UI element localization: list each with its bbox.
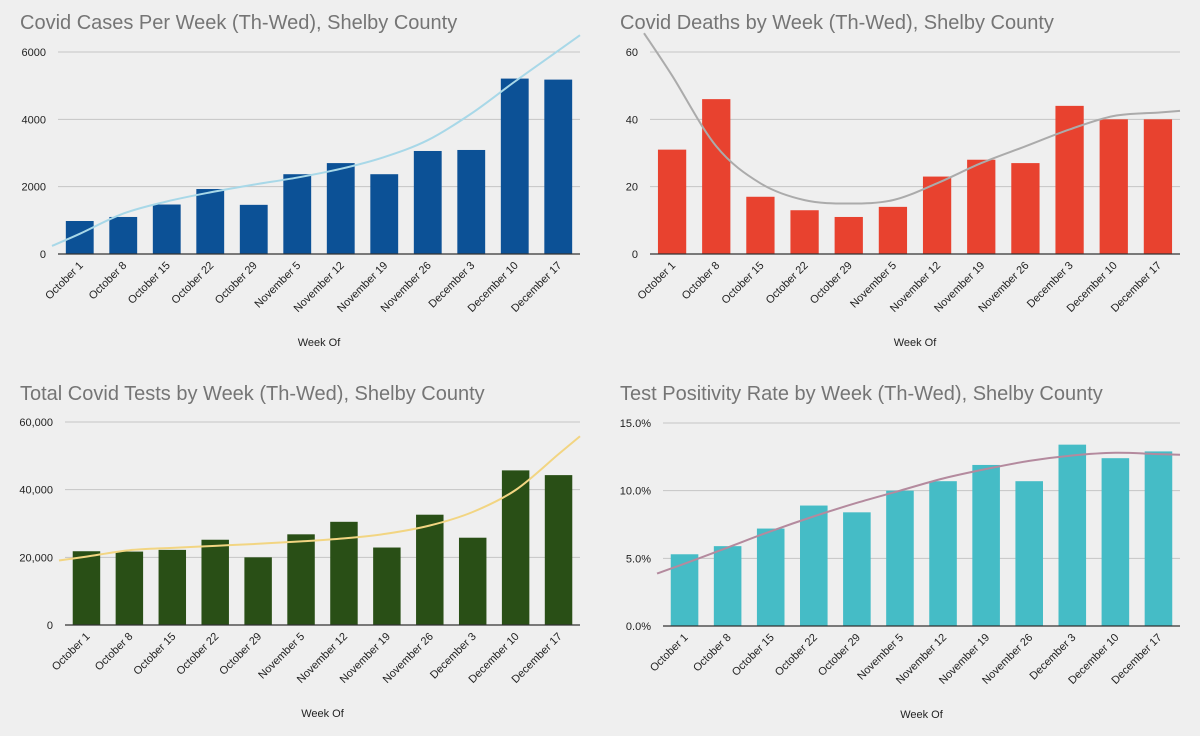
cases-bar-october-29	[239, 204, 268, 254]
deaths-y-tick-label: 20	[626, 182, 638, 194]
positivity-y-tick-label: 15.0%	[620, 418, 651, 430]
deaths-chart-title: Covid Deaths by Week (Th-Wed), Shelby Co…	[620, 12, 1054, 34]
cases-x-axis-label: Week Of	[298, 337, 342, 349]
tests-bar-october-8	[115, 551, 144, 625]
cases-bar-october-8	[109, 216, 138, 254]
tests-y-tick-label: 0	[47, 620, 53, 632]
positivity-bar-december-3	[1058, 444, 1087, 626]
positivity-x-tick-label: October 8	[691, 632, 734, 675]
deaths-bar-november-19	[967, 159, 996, 254]
deaths-bar-december-3	[1055, 105, 1084, 254]
positivity-bar-october-1	[670, 554, 699, 626]
cases-trendline	[51, 34, 581, 247]
positivity-trendline	[656, 451, 1181, 575]
cases-bar-december-17	[544, 79, 573, 255]
deaths-x-axis-label: Week Of	[894, 337, 938, 349]
cases-y-tick-label: 0	[40, 249, 46, 261]
cases-bar-november-19	[370, 174, 399, 254]
deaths-bar-november-12	[922, 176, 952, 254]
deaths-trendline	[643, 32, 1181, 205]
tests-bar-october-15	[158, 549, 187, 625]
tests-x-tick-label: October 1	[50, 631, 93, 674]
positivity-bar-october-22	[800, 505, 828, 626]
cases-bar-november-5	[283, 174, 312, 254]
tests-bar-december-10	[501, 470, 530, 625]
deaths-bar-november-26	[1011, 163, 1040, 254]
tests-bar-october-22	[201, 539, 229, 625]
positivity-bar-december-10	[1101, 458, 1130, 626]
cases-bar-november-12	[326, 163, 355, 254]
tests-x-tick-label: October 29	[217, 631, 264, 678]
positivity-x-axis-label: Week Of	[900, 709, 944, 721]
cases-chart: Covid Cases Per Week (Th-Wed), Shelby Co…	[0, 0, 600, 368]
cases-x-tick-label: October 15	[126, 260, 173, 307]
deaths-x-tick-label: October 1	[636, 260, 679, 303]
deaths-y-tick-label: 40	[626, 114, 638, 126]
tests-x-axis-label: Week Of	[301, 708, 345, 720]
tests-x-tick-label: October 15	[131, 631, 178, 678]
tests-trendline	[58, 435, 581, 562]
deaths-x-tick-label: October 29	[808, 260, 855, 307]
positivity-x-tick-label: October 22	[773, 632, 820, 679]
tests-bar-december-17	[544, 475, 573, 625]
cases-bar-november-26	[413, 150, 442, 254]
tests-bar-november-26	[416, 514, 444, 625]
tests-x-tick-label: October 8	[93, 631, 136, 674]
cases-bar-october-15	[152, 204, 181, 254]
cases-bar-october-22	[196, 189, 225, 254]
deaths-chart: Covid Deaths by Week (Th-Wed), Shelby Co…	[600, 0, 1200, 368]
deaths-bar-november-5	[878, 206, 908, 254]
positivity-chart: Test Positivity Rate by Week (Th-Wed), S…	[600, 368, 1200, 736]
cases-bar-december-10	[500, 78, 529, 254]
tests-y-tick-label: 20,000	[19, 552, 53, 564]
positivity-y-tick-label: 5.0%	[626, 553, 651, 565]
deaths-y-tick-label: 60	[626, 47, 638, 59]
deaths-x-tick-label: October 15	[720, 260, 767, 307]
cases-bar-december-3	[457, 149, 486, 254]
deaths-bar-october-1	[657, 149, 687, 254]
positivity-bar-november-5	[886, 490, 914, 626]
deaths-bar-october-15	[746, 196, 775, 254]
tests-x-tick-label: October 22	[174, 631, 221, 678]
cases-y-tick-label: 2000	[22, 182, 46, 194]
deaths-y-tick-label: 0	[632, 249, 638, 261]
positivity-x-tick-label: October 1	[648, 632, 691, 675]
tests-chart: Total Covid Tests by Week (Th-Wed), Shel…	[0, 368, 600, 736]
tests-bar-october-29	[244, 557, 272, 625]
cases-y-tick-label: 4000	[22, 114, 46, 126]
positivity-bar-october-29	[843, 512, 871, 626]
positivity-x-tick-label: October 29	[816, 632, 863, 679]
positivity-bar-november-12	[929, 481, 957, 626]
positivity-x-tick-label: October 15	[730, 632, 777, 679]
deaths-bar-october-22	[790, 210, 819, 254]
tests-bar-november-19	[373, 547, 401, 625]
cases-x-tick-label: October 1	[43, 260, 86, 303]
positivity-bar-november-26	[1015, 481, 1043, 626]
deaths-bar-december-10	[1099, 119, 1128, 254]
deaths-x-tick-label: October 8	[680, 260, 723, 303]
deaths-x-tick-label: October 22	[764, 260, 811, 307]
cases-x-tick-label: October 29	[213, 260, 260, 307]
deaths-bar-october-8	[702, 99, 731, 254]
cases-y-tick-label: 6000	[22, 47, 46, 59]
positivity-y-tick-label: 10.0%	[620, 486, 651, 498]
tests-y-tick-label: 60,000	[19, 417, 53, 429]
positivity-y-tick-label: 0.0%	[626, 621, 651, 633]
cases-chart-title: Covid Cases Per Week (Th-Wed), Shelby Co…	[20, 12, 457, 34]
tests-bar-november-5	[287, 534, 315, 625]
cases-x-tick-label: October 22	[169, 260, 216, 307]
tests-y-tick-label: 40,000	[19, 485, 53, 497]
tests-bar-december-3	[458, 537, 487, 625]
positivity-bar-october-8	[713, 546, 742, 626]
positivity-bar-november-19	[972, 464, 1000, 626]
tests-chart-title: Total Covid Tests by Week (Th-Wed), Shel…	[20, 383, 485, 405]
positivity-bar-october-15	[756, 528, 785, 626]
positivity-bar-december-17	[1144, 451, 1173, 626]
cases-x-tick-label: October 8	[87, 260, 130, 303]
deaths-bar-december-17	[1143, 119, 1173, 254]
deaths-bar-october-29	[834, 216, 863, 254]
positivity-chart-title: Test Positivity Rate by Week (Th-Wed), S…	[620, 383, 1103, 405]
tests-bar-october-1	[72, 551, 101, 625]
